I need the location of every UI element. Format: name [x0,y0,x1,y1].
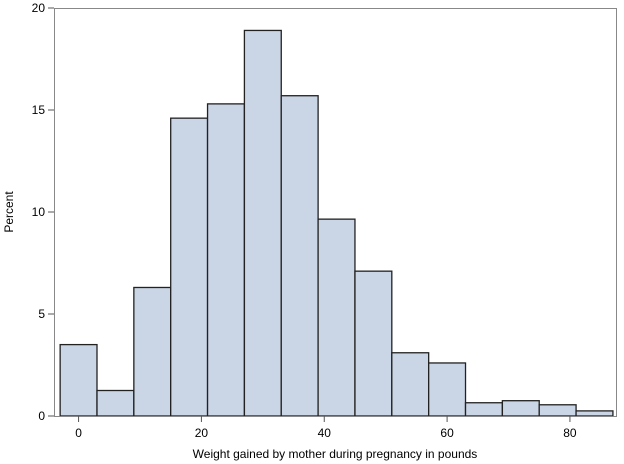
y-tick-label-1: 5 [38,307,45,321]
histogram-bar-10 [428,362,467,417]
histogram-bar-14 [575,410,614,417]
histogram-bar-0 [59,343,98,417]
histogram-bar-5 [243,29,282,417]
histogram-bar-13 [538,404,577,417]
histogram-bar-11 [464,402,504,417]
plot-area-frame [54,8,617,417]
bars-group [59,29,614,417]
histogram-bar-6 [280,95,319,417]
histogram-bar-8 [354,270,393,417]
histogram-bar-9 [391,352,430,417]
x-tick-label-1: 20 [195,426,209,440]
y-tick-label-0: 0 [38,409,45,423]
x-axis-label: Weight gained by mother during pregnancy… [193,447,478,461]
x-tick-label-2: 40 [318,426,332,440]
y-tick-label-3: 15 [32,103,46,117]
y-tick-label-4: 20 [32,1,46,15]
y-axis-label: Percent [2,191,16,233]
histogram-bar-3 [170,117,209,417]
x-axis-ticks: 0 20 40 60 80 [75,416,577,440]
histogram-bar-2 [133,286,172,417]
x-tick-label-0: 0 [75,426,82,440]
x-tick-label-3: 60 [440,426,454,440]
y-axis-ticks: 0 5 10 15 20 [32,1,54,423]
histogram-bar-4 [206,103,246,417]
y-tick-label-2: 10 [32,205,46,219]
histogram-bar-7 [317,218,356,417]
histogram-bar-1 [96,389,135,417]
x-tick-label-4: 80 [563,426,577,440]
histogram-bar-12 [501,400,540,417]
